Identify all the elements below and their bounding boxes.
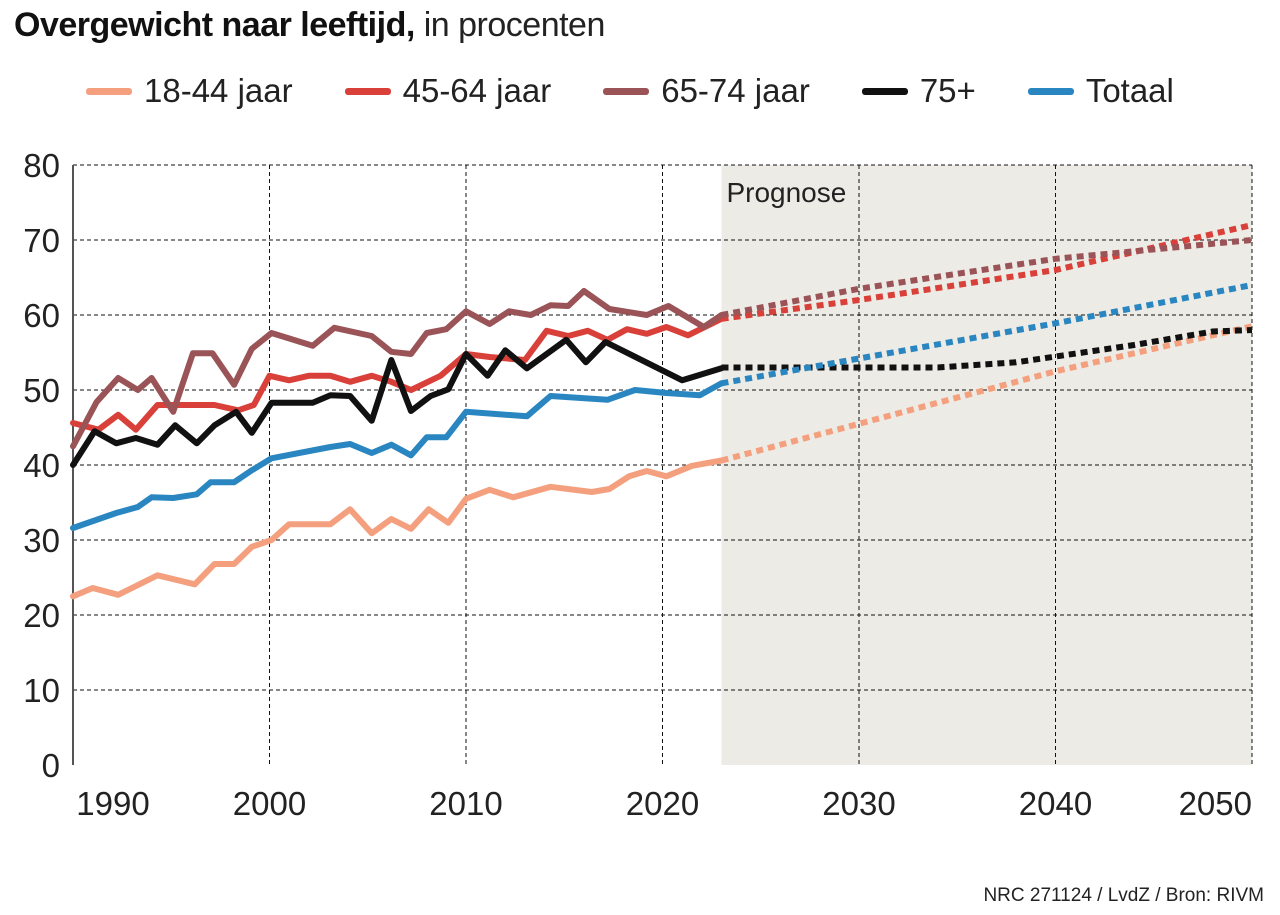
legend-label: 18-44 jaar xyxy=(144,72,293,109)
y-tick-label: 30 xyxy=(23,522,60,559)
series-line-18-44-jaar xyxy=(70,457,725,600)
forecast-line-75- xyxy=(721,327,1253,371)
series-line-65-74-jaar xyxy=(70,288,725,450)
x-tick-label: 2010 xyxy=(429,785,502,822)
series-line-45-64-jaar xyxy=(70,315,725,433)
legend-label: 75+ xyxy=(919,72,976,109)
legend-item: 65-74 jaar xyxy=(603,72,810,110)
prognose-label: Prognose xyxy=(726,177,846,208)
x-tick-label: 2050 xyxy=(1179,785,1252,822)
series-line-Totaal xyxy=(70,380,725,531)
y-tick-label: 40 xyxy=(23,447,60,484)
x-tick-label: 1990 xyxy=(76,785,149,822)
forecast-line-65-74-jaar xyxy=(720,237,1253,318)
legend: 18-44 jaar 45-64 jaar 65-74 jaar 75+ Totaal xyxy=(86,72,1226,110)
legend-swatch xyxy=(344,87,391,95)
legend-swatch xyxy=(1027,87,1074,95)
x-tick-label: 2020 xyxy=(626,785,699,822)
title-bold: Overgewicht naar leeftijd, xyxy=(14,6,415,44)
y-tick-label: 80 xyxy=(23,147,60,184)
legend-swatch xyxy=(86,87,132,95)
legend-item: 45-64 jaar xyxy=(344,72,552,110)
source-credit: NRC 271124 / LvdZ / Bron: RIVM xyxy=(983,885,1264,906)
legend-swatch xyxy=(603,87,650,95)
y-tick-label: 50 xyxy=(23,372,60,409)
y-tick-label: 20 xyxy=(23,597,60,634)
legend-swatch xyxy=(861,87,908,95)
y-tick-label: 0 xyxy=(42,747,60,784)
legend-label: 65-74 jaar xyxy=(661,72,810,109)
series-line-75- xyxy=(70,336,725,468)
forecast-line-18-44-jaar xyxy=(720,323,1253,464)
x-tick-label: 2040 xyxy=(1019,785,1092,822)
x-tick-label: 2030 xyxy=(822,785,895,822)
x-tick-label: 2000 xyxy=(233,785,306,822)
legend-label: 45-64 jaar xyxy=(402,72,552,109)
y-tick-label: 60 xyxy=(23,297,60,334)
legend-item: Totaal xyxy=(1027,72,1174,110)
y-tick-label: 10 xyxy=(23,672,60,709)
legend-item: 75+ xyxy=(861,72,976,110)
y-tick-label: 70 xyxy=(23,222,60,259)
legend-label: Totaal xyxy=(1085,72,1174,109)
chart-title: Overgewicht naar leeftijd, in procenten xyxy=(14,6,605,45)
title-subtitle: in procenten xyxy=(414,6,606,44)
legend-item: 18-44 jaar xyxy=(86,72,293,110)
